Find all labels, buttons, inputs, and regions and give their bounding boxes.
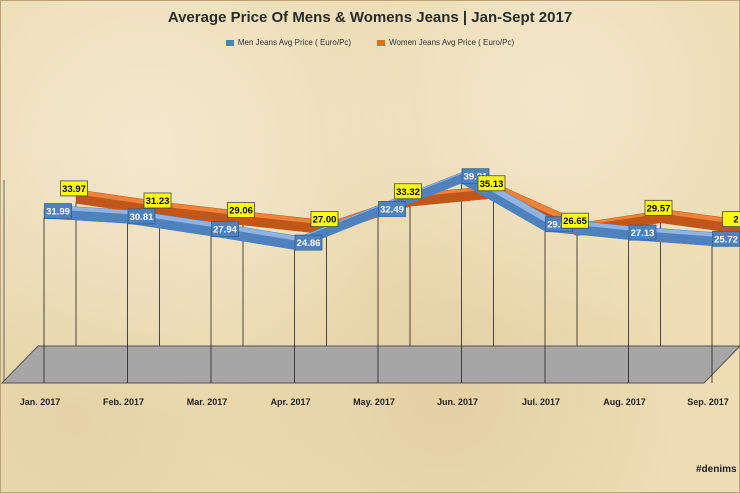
data-label-women-box <box>561 212 589 229</box>
data-label-men-box <box>378 201 406 217</box>
data-label-women-box <box>722 211 740 228</box>
legend-item-women: Women Jeans Avg Price ( Euro/Pc) <box>377 38 514 47</box>
data-label-women: 33.97 <box>60 180 88 197</box>
x-tick-label: Aug. 2017 <box>603 397 646 407</box>
legend-label-men: Men Jeans Avg Price ( Euro/Pc) <box>237 38 352 47</box>
legend-swatch-men <box>225 39 234 46</box>
data-label-men-text: 29.03 <box>547 220 571 231</box>
x-tick-label: Jan. 2017 <box>20 397 61 407</box>
data-label-men-text: 27.94 <box>213 224 237 235</box>
data-label-men: 25.72 <box>712 230 740 247</box>
data-label-men: 27.94 <box>211 221 239 237</box>
data-label-men-box <box>44 203 72 220</box>
data-label-men: 24.86 <box>294 234 323 251</box>
data-label-women-box <box>60 180 88 197</box>
data-label-men: 27.13 <box>628 224 657 241</box>
data-label-men: 30.81 <box>127 208 156 225</box>
data-label-men-text: 30.81 <box>130 212 154 223</box>
data-label-women-text: 31.23 <box>146 196 170 207</box>
data-label-women-box <box>310 211 339 228</box>
data-label-men: 32.49 <box>378 201 406 217</box>
data-label-women: 2 <box>722 211 740 228</box>
data-label-men: 31.99 <box>44 203 72 220</box>
data-label-women: 26.65 <box>561 212 589 229</box>
data-label-men-text: 24.86 <box>297 238 321 249</box>
data-label-men-box <box>127 208 156 225</box>
data-label-women: 33.32 <box>394 183 422 200</box>
data-label-men-box <box>211 221 239 237</box>
data-label-men-text: 32.49 <box>380 204 404 215</box>
x-tick-label: May. 2017 <box>353 397 395 407</box>
legend-swatch-women <box>377 39 386 46</box>
data-label-men-text: 31.99 <box>46 207 70 218</box>
data-label-women-text: 33.97 <box>62 184 86 195</box>
data-label-women: 29.06 <box>227 202 255 218</box>
data-label-women-text: 26.65 <box>563 216 587 227</box>
data-label-women-text: 27.00 <box>313 215 337 226</box>
legend-label-women: Women Jeans Avg Price ( Euro/Pc) <box>389 38 515 47</box>
data-label-men-box <box>628 224 657 241</box>
data-label-women: 31.23 <box>143 192 172 209</box>
data-label-women: 29.57 <box>644 199 673 216</box>
data-label-women-text: 2 <box>733 215 738 226</box>
x-tick-label: Jul. 2017 <box>522 397 560 407</box>
x-tick-label: Jun. 2017 <box>437 397 478 407</box>
data-label-women-text: 29.57 <box>647 203 671 214</box>
data-label-men-box <box>294 234 323 251</box>
data-label-men-text: 27.13 <box>631 228 655 239</box>
x-tick-label: Mar. 2017 <box>187 397 228 407</box>
data-label-women-text: 33.32 <box>396 187 420 198</box>
legend-item-men: Men Jeans Avg Price ( Euro/Pc) <box>225 38 352 47</box>
x-tick-label: Apr. 2017 <box>270 397 310 407</box>
data-label-women-box <box>644 199 673 216</box>
data-label-women: 27.00 <box>310 211 339 228</box>
data-label-women-box <box>394 183 422 200</box>
data-label-women-text: 29.06 <box>229 206 253 217</box>
footer-hashtag: #denims <box>696 464 737 475</box>
data-label-women-text: 35.13 <box>480 179 504 190</box>
data-label-women-box <box>143 192 172 209</box>
legend: Men Jeans Avg Price ( Euro/Pc) Women Jea… <box>0 38 740 47</box>
x-tick-label: Feb. 2017 <box>103 397 144 407</box>
chart-floor <box>0 345 740 384</box>
data-label-women-box <box>227 202 255 218</box>
data-label-women: 35.13 <box>477 175 506 192</box>
data-label-men-text: 25.72 <box>714 234 738 245</box>
x-tick-label: Sep. 2017 <box>687 397 729 407</box>
data-label-men-text: 39.91 <box>464 172 488 183</box>
data-label-women-box <box>477 175 506 192</box>
chart-title: Average Price Of Mens & Womens Jeans | J… <box>167 9 573 26</box>
